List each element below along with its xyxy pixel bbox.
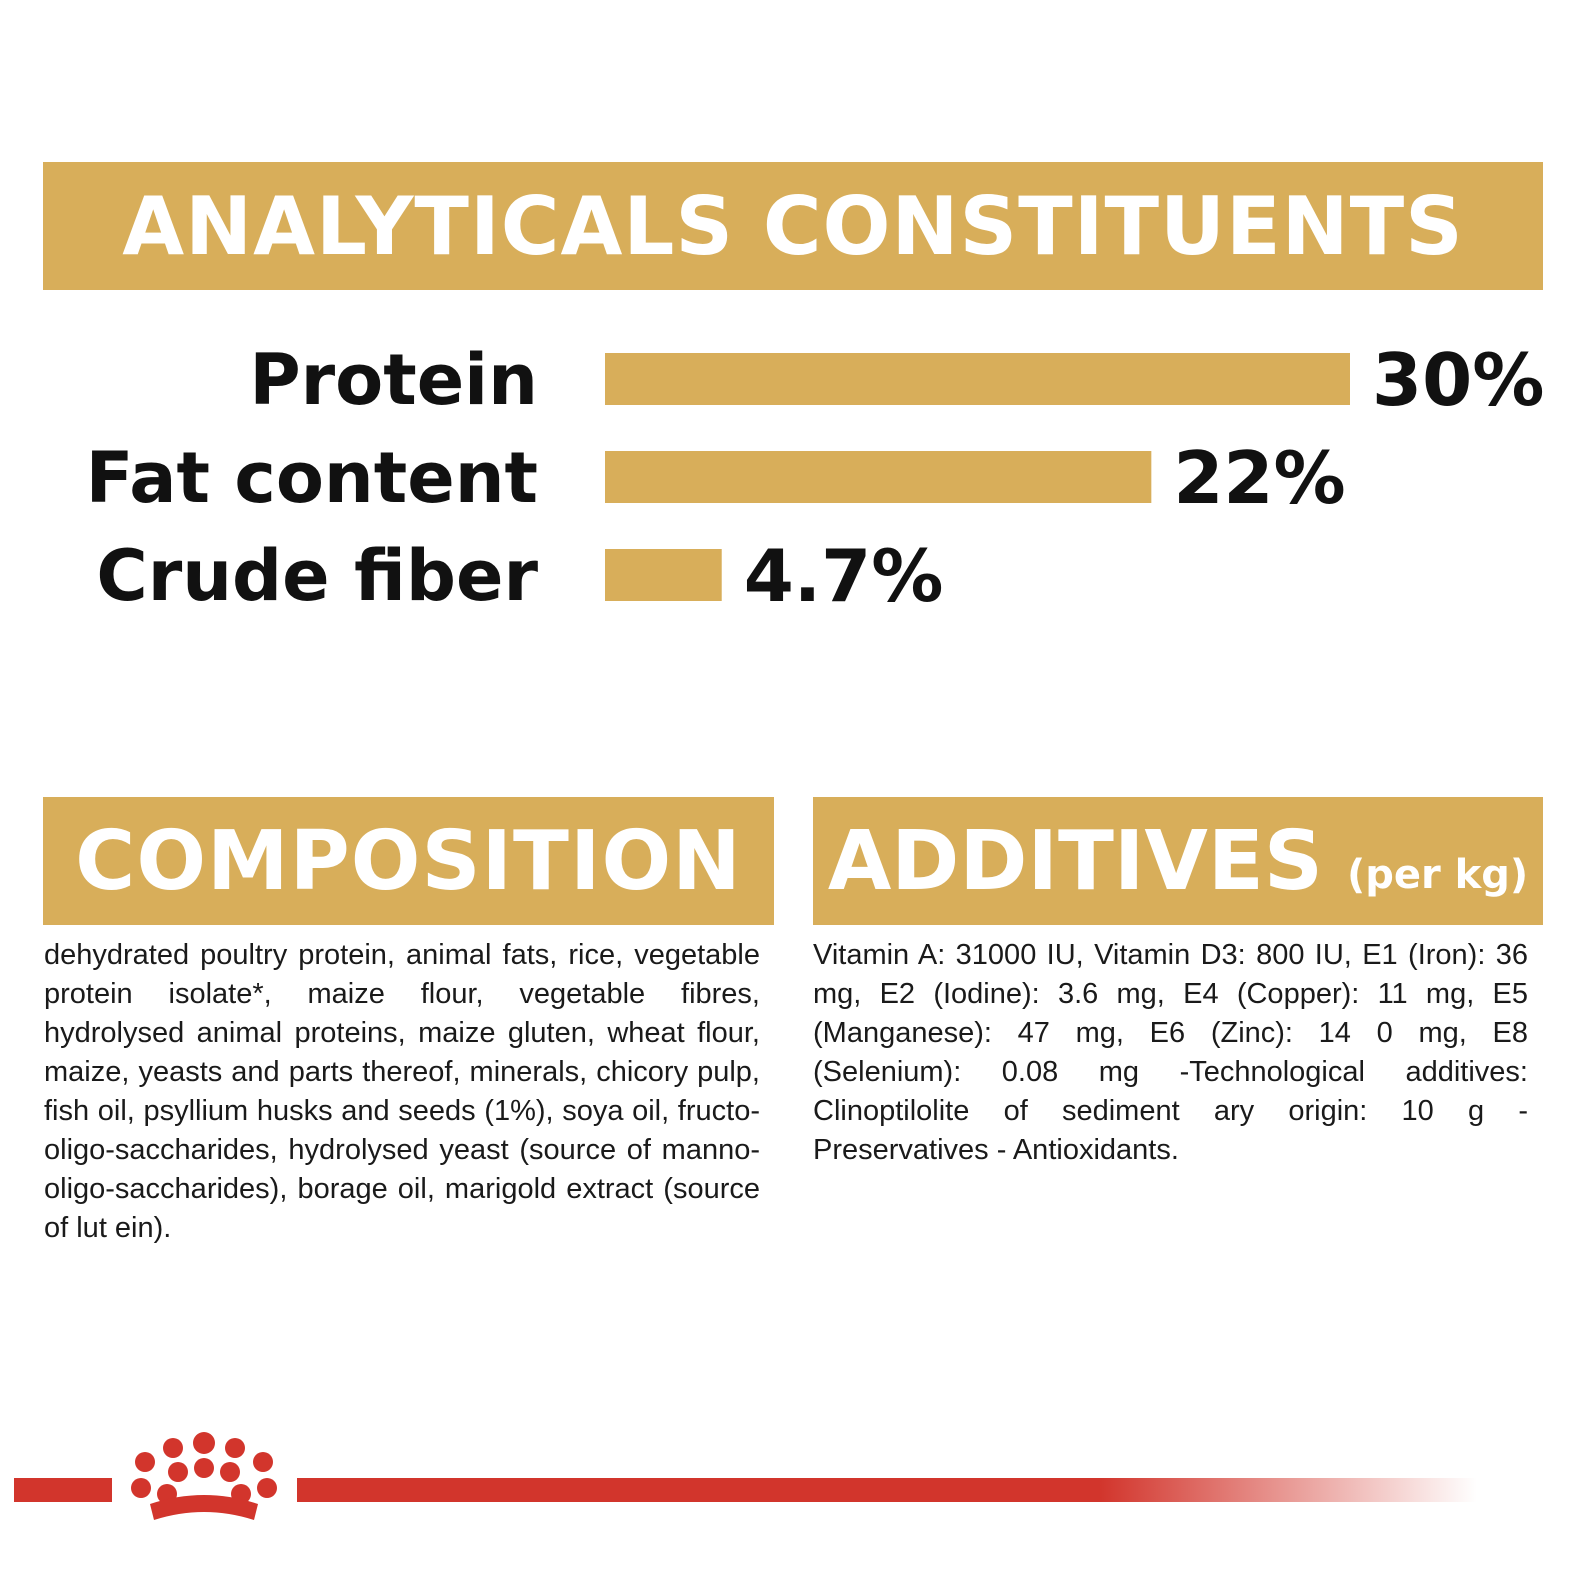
- additives-text: Vitamin A: 31000 IU, Vitamin D3: 800 IU,…: [813, 939, 1528, 1166]
- crown-icon: [131, 1432, 277, 1520]
- analytics-title: ANALYTICALS CONSTITUENTS: [122, 179, 1464, 273]
- category-label: Protein: [249, 339, 538, 421]
- bar: [605, 451, 1152, 503]
- category-label: Fat content: [86, 437, 538, 519]
- bar: [605, 353, 1350, 405]
- category-label: Crude fiber: [96, 535, 538, 617]
- nutrient-bar-chart: Protein 30% Fat content 22% Crude fiber 4.7%: [86, 338, 1545, 618]
- footer-stripe-left: [14, 1478, 112, 1502]
- value-label: 22%: [1173, 436, 1345, 520]
- value-label: 30%: [1372, 338, 1544, 422]
- value-label: 4.7%: [744, 534, 944, 618]
- analytics-banner: ANALYTICALS CONSTITUENTS: [43, 162, 1543, 290]
- footer-brand-strip: [14, 1432, 1477, 1520]
- bar: [605, 549, 722, 601]
- footer-stripe-right: [297, 1478, 1477, 1502]
- composition-text: dehydrated poultry protein, animal fats,…: [44, 939, 760, 1244]
- additives-unit-label: (per kg): [1346, 852, 1529, 898]
- composition-title: COMPOSITION: [75, 813, 742, 909]
- composition-banner: COMPOSITION: [43, 797, 774, 925]
- additives-banner: ADDITIVES (per kg): [813, 797, 1543, 925]
- additives-title: ADDITIVES: [827, 813, 1323, 909]
